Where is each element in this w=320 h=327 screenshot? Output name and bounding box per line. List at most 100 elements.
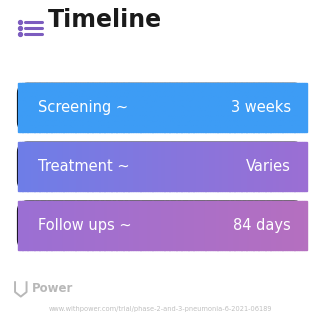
Bar xyxy=(229,201,232,250)
Bar xyxy=(90,201,92,250)
Bar xyxy=(85,142,88,191)
Bar xyxy=(241,142,244,191)
Bar xyxy=(25,142,28,191)
Bar xyxy=(234,142,237,191)
Bar xyxy=(119,201,121,250)
Bar xyxy=(299,83,302,132)
Bar xyxy=(268,83,271,132)
Bar xyxy=(22,142,25,191)
Bar xyxy=(111,83,114,132)
Bar xyxy=(90,142,92,191)
Bar xyxy=(95,142,97,191)
Bar xyxy=(59,142,61,191)
Bar xyxy=(46,142,49,191)
Bar xyxy=(35,83,37,132)
Bar xyxy=(85,83,88,132)
Bar xyxy=(253,83,256,132)
FancyBboxPatch shape xyxy=(18,201,304,250)
Bar xyxy=(205,83,208,132)
Bar xyxy=(136,201,138,250)
Bar xyxy=(56,142,59,191)
Bar xyxy=(270,201,273,250)
Bar xyxy=(20,201,23,250)
Bar xyxy=(287,142,290,191)
Bar xyxy=(273,201,276,250)
Bar xyxy=(282,142,285,191)
Bar xyxy=(114,142,116,191)
Bar xyxy=(266,83,268,132)
Bar xyxy=(54,83,56,132)
Bar xyxy=(162,83,165,132)
Bar xyxy=(253,142,256,191)
Bar xyxy=(109,201,112,250)
Bar xyxy=(188,142,191,191)
Bar xyxy=(18,201,20,250)
Bar xyxy=(150,83,153,132)
Bar xyxy=(184,142,186,191)
Bar xyxy=(263,83,266,132)
Bar xyxy=(208,142,211,191)
Bar xyxy=(208,201,211,250)
Bar xyxy=(287,201,290,250)
Bar xyxy=(119,83,121,132)
Bar xyxy=(92,83,95,132)
Bar xyxy=(198,142,201,191)
Bar xyxy=(61,142,64,191)
Bar xyxy=(73,83,76,132)
Bar xyxy=(169,83,172,132)
Bar xyxy=(131,142,133,191)
Bar xyxy=(145,142,148,191)
Bar xyxy=(232,83,235,132)
Bar xyxy=(150,142,153,191)
Bar xyxy=(160,142,162,191)
Bar xyxy=(109,142,112,191)
Bar xyxy=(140,201,143,250)
Bar xyxy=(210,201,213,250)
Bar xyxy=(222,142,225,191)
Text: Screening ~: Screening ~ xyxy=(38,100,129,115)
Bar xyxy=(191,201,194,250)
Bar xyxy=(304,201,307,250)
Bar xyxy=(270,142,273,191)
Bar xyxy=(131,83,133,132)
Bar xyxy=(83,142,85,191)
Bar xyxy=(294,142,297,191)
Bar xyxy=(167,201,170,250)
Bar xyxy=(73,142,76,191)
Bar xyxy=(97,83,100,132)
Bar xyxy=(181,83,184,132)
Bar xyxy=(174,142,177,191)
Bar xyxy=(232,142,235,191)
Bar xyxy=(176,201,179,250)
Bar xyxy=(280,142,283,191)
Bar xyxy=(172,83,174,132)
Bar xyxy=(246,83,249,132)
Bar xyxy=(244,201,246,250)
Bar xyxy=(128,142,131,191)
Bar xyxy=(258,142,261,191)
Bar xyxy=(76,83,78,132)
Bar xyxy=(87,201,90,250)
Bar xyxy=(66,83,68,132)
Bar xyxy=(20,142,23,191)
Bar xyxy=(167,142,170,191)
Bar xyxy=(126,142,129,191)
Bar xyxy=(27,142,30,191)
Bar xyxy=(102,83,105,132)
Bar xyxy=(201,201,203,250)
Bar xyxy=(217,142,220,191)
Bar xyxy=(172,201,174,250)
Bar xyxy=(157,201,160,250)
Bar xyxy=(63,142,66,191)
Bar xyxy=(80,83,83,132)
Bar xyxy=(126,83,129,132)
Bar xyxy=(275,142,278,191)
Bar xyxy=(90,83,92,132)
Bar xyxy=(51,201,54,250)
Bar xyxy=(155,142,157,191)
Bar xyxy=(152,201,155,250)
Bar xyxy=(299,201,302,250)
Bar xyxy=(145,201,148,250)
Bar xyxy=(102,142,105,191)
Bar xyxy=(63,201,66,250)
